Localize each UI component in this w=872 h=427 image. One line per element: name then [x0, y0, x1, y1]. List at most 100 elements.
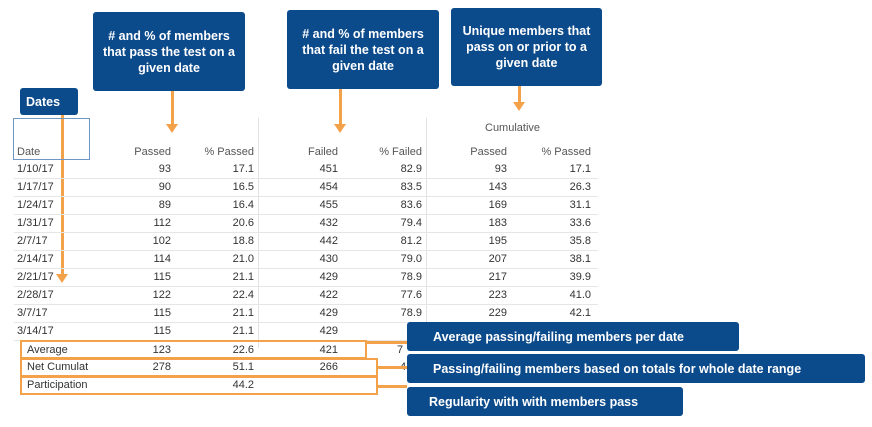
average-passed: 123 — [152, 344, 171, 356]
average-pct-passed: 22.6 — [232, 344, 254, 356]
callout-cumulative: Unique members that pass on or prior to … — [451, 8, 602, 86]
column-separator — [426, 118, 427, 348]
participation-pct-passed: 44.2 — [232, 379, 254, 391]
cell-cum-pct-passed: 17.1 — [569, 163, 591, 175]
cell-pct-passed: 18.8 — [232, 235, 254, 247]
cell-passed: 114 — [153, 253, 171, 265]
connector-average — [367, 341, 407, 344]
cell-cum-passed: 183 — [488, 217, 507, 229]
callout-average: Average passing/failing members per date — [407, 322, 739, 351]
date-header-selection[interactable] — [13, 118, 90, 160]
average-row-outline — [20, 340, 367, 359]
header-pct-passed[interactable]: % Passed — [204, 146, 254, 158]
cell-date: 2/14/17 — [17, 253, 54, 265]
cell-passed: 93 — [158, 163, 171, 175]
cell-pct-failed: 79.4 — [400, 217, 422, 229]
cell-cum-passed: 195 — [488, 235, 507, 247]
cell-failed: 451 — [319, 163, 338, 175]
arrow-head-cumulative — [513, 102, 525, 111]
connector-participation — [378, 385, 407, 388]
cell-pct-passed: 22.4 — [232, 289, 254, 301]
arrow-head-dates — [56, 274, 68, 283]
net-pct-passed: 51.1 — [232, 361, 254, 373]
cell-failed: 422 — [319, 289, 338, 301]
table-row[interactable]: 2/28/17 122 22.4 422 77.6 223 41.0 — [14, 287, 598, 305]
header-cum-passed[interactable]: Passed — [470, 146, 507, 158]
header-date[interactable]: Date — [17, 146, 41, 158]
cell-failed: 429 — [319, 271, 338, 283]
average-pct-failed: 7 — [397, 344, 404, 356]
cell-date: 1/31/17 — [17, 217, 54, 229]
cell-pct-passed: 16.5 — [232, 181, 254, 193]
table-row[interactable]: 2/14/17 114 21.0 430 79.0 207 38.1 — [14, 251, 598, 269]
cell-date: 3/7/17 — [17, 307, 48, 319]
cell-pct-passed: 21.1 — [232, 325, 254, 337]
cell-cum-passed: 143 — [488, 181, 507, 193]
connector-net — [378, 366, 407, 369]
participation-label: Participation — [27, 379, 88, 391]
arrow-failed — [339, 89, 342, 125]
cell-pct-passed: 21.0 — [232, 253, 254, 265]
header-pct-failed[interactable]: % Failed — [379, 146, 422, 158]
cell-pct-failed: 78.9 — [400, 271, 422, 283]
table-row[interactable]: 1/10/17 93 17.1 451 82.9 93 17.1 — [14, 161, 598, 179]
cell-pct-failed: 78.9 — [400, 307, 422, 319]
callout-passed: # and % of members that pass the test on… — [93, 12, 245, 91]
cell-failed: 429 — [319, 325, 338, 337]
cell-cum-pct-passed: 35.8 — [569, 235, 591, 247]
cell-cum-pct-passed: 38.1 — [569, 253, 591, 265]
arrow-head-failed — [334, 124, 346, 133]
arrow-dates — [61, 115, 64, 275]
arrow-cumulative — [518, 86, 521, 103]
cell-passed: 89 — [158, 199, 171, 211]
cell-failed: 432 — [319, 217, 338, 229]
cell-date: 1/24/17 — [17, 199, 54, 211]
cell-failed: 442 — [319, 235, 338, 247]
cell-passed: 115 — [153, 325, 171, 337]
table-row[interactable]: 2/21/17 115 21.1 429 78.9 217 39.9 — [14, 269, 598, 287]
table-row[interactable]: 2/7/17 102 18.8 442 81.2 195 35.8 — [14, 233, 598, 251]
cell-cum-pct-passed: 42.1 — [569, 307, 591, 319]
table-row[interactable]: 1/17/17 90 16.5 454 83.5 143 26.3 — [14, 179, 598, 197]
cell-failed: 455 — [319, 199, 338, 211]
callout-participation: Regularity with with members pass — [407, 387, 683, 416]
cell-passed: 112 — [153, 217, 171, 229]
arrow-head-passed — [166, 124, 178, 133]
header-failed[interactable]: Failed — [308, 146, 338, 158]
cell-failed: 454 — [319, 181, 338, 193]
cumulative-group-header: Cumulative — [485, 122, 541, 134]
cell-pct-failed: 83.6 — [400, 199, 422, 211]
cell-date: 2/28/17 — [17, 289, 54, 301]
cell-cum-passed: 223 — [488, 289, 507, 301]
cell-cum-passed: 93 — [494, 163, 507, 175]
participation-row-outline — [20, 376, 378, 395]
header-passed[interactable]: Passed — [134, 146, 171, 158]
cell-pct-passed: 20.6 — [232, 217, 254, 229]
cell-passed: 90 — [158, 181, 171, 193]
cell-pct-passed: 21.1 — [232, 271, 254, 283]
cell-pct-failed: 77.6 — [400, 289, 422, 301]
callout-net: Passing/failing members based on totals … — [407, 354, 865, 383]
net-row-outline — [20, 358, 378, 377]
cell-cum-passed: 217 — [488, 271, 507, 283]
cell-pct-passed: 17.1 — [232, 163, 254, 175]
table-row[interactable]: 1/31/17 112 20.6 432 79.4 183 33.6 — [14, 215, 598, 233]
callout-failed: # and % of members that fail the test on… — [287, 10, 439, 89]
cell-date: 3/14/17 — [17, 325, 54, 337]
cell-passed: 115 — [153, 271, 171, 283]
cell-date: 1/17/17 — [17, 181, 54, 193]
average-label: Average — [27, 344, 68, 356]
cell-passed: 102 — [152, 235, 171, 247]
table-row[interactable]: 3/7/17 115 21.1 429 78.9 229 42.1 — [14, 305, 598, 323]
cell-failed: 429 — [319, 307, 338, 319]
cell-cum-pct-passed: 31.1 — [569, 199, 591, 211]
cell-pct-passed: 21.1 — [232, 307, 254, 319]
cell-cum-passed: 169 — [488, 199, 507, 211]
cell-passed: 115 — [153, 307, 171, 319]
average-failed: 421 — [319, 344, 338, 356]
cell-pct-failed: 82.9 — [400, 163, 422, 175]
header-cum-pct-passed[interactable]: % Passed — [541, 146, 591, 158]
cell-failed: 430 — [319, 253, 338, 265]
table-row[interactable]: 1/24/17 89 16.4 455 83.6 169 31.1 — [14, 197, 598, 215]
callout-dates: Dates — [20, 88, 78, 115]
